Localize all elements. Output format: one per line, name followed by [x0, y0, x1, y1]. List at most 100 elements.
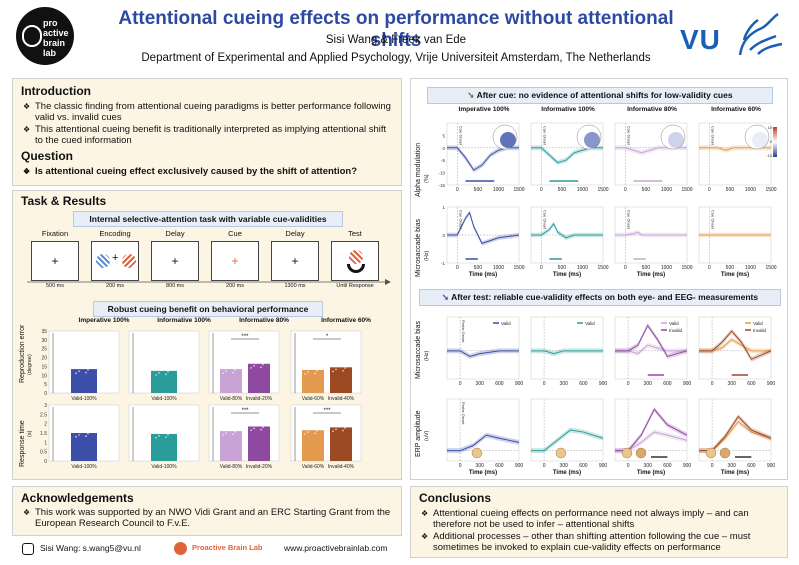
x-axis-label: Time (ms): [721, 470, 749, 476]
y-tick-label: 2: [44, 422, 47, 428]
participant-dot: [250, 367, 252, 369]
footer: Sisi Wang: s.wang5@vu.nl Proactive Brain…: [22, 542, 402, 558]
participant-dot: [232, 371, 234, 374]
x-tick-label: 300: [476, 381, 485, 387]
x-tick-label: 900: [683, 381, 692, 387]
participant-dot: [309, 428, 311, 431]
task-screen-test: [331, 241, 379, 281]
y-tick-label: 0: [442, 146, 445, 151]
participant-dot: [78, 370, 80, 372]
participant-dot: [234, 430, 236, 433]
participant-dot: [232, 433, 234, 436]
x-tick-label: 600: [747, 381, 756, 387]
bar: [220, 431, 242, 461]
x-tick-label: 500: [642, 265, 651, 271]
sig-label: ***: [241, 408, 249, 414]
participant-dot: [314, 432, 316, 435]
task-step-label: Delay: [285, 229, 305, 238]
x-tick-label: Valid-60%: [302, 464, 325, 470]
x-axis-label: Time (ms): [553, 272, 581, 278]
participant-dot: [253, 365, 255, 367]
onset-label: Cue Onset: [626, 126, 631, 146]
onset-label: Probe Onset: [461, 402, 466, 425]
series-ci: [531, 348, 603, 357]
participant-dot: [237, 429, 239, 431]
x-tick-label: Valid-80%: [220, 464, 243, 470]
x-tick-label: Invalid-40%: [328, 464, 355, 470]
x-tick-label: 900: [515, 381, 524, 387]
participant-dot: [160, 432, 162, 435]
condition-label: Imperative 100%: [458, 106, 510, 113]
conclusions-heading: Conclusions: [419, 491, 492, 505]
lab-website-link[interactable]: www.proactivebrainlab.com: [284, 543, 388, 553]
x-tick-label: Valid-80%: [220, 396, 243, 402]
onset-label: Cue Onset: [542, 126, 547, 146]
task-duration: 200 ms: [105, 283, 125, 289]
y-tick-label: 15: [41, 364, 47, 370]
legend-label: Invalid: [669, 328, 683, 333]
task-screen-delay: +: [151, 241, 199, 281]
participant-dot: [230, 365, 232, 368]
participant-dot: [87, 368, 89, 371]
contact-email[interactable]: Sisi Wang: s.wang5@vu.nl: [40, 543, 141, 553]
participant-dot: [305, 425, 307, 428]
participant-dot: [225, 370, 227, 372]
x-tick-label: 0: [540, 265, 543, 271]
x-tick-label: 300: [644, 381, 653, 387]
intro-list: The classic finding from attentional cue…: [23, 101, 393, 147]
response-dial-icon: [347, 264, 365, 273]
x-axis-label: Time (ms): [637, 272, 665, 278]
onset-label: Cue Onset: [710, 210, 715, 230]
participant-dot: [258, 423, 260, 425]
participant-dot: [312, 366, 314, 369]
participant-dot: [167, 433, 169, 436]
condition-label: Informative 100%: [541, 106, 595, 113]
participant-dot: [170, 368, 172, 371]
x-axis-label: Time (ms): [553, 470, 581, 476]
x-tick-label: 0: [459, 463, 462, 469]
onset-label: Cue Onset: [458, 210, 463, 230]
conclusions-list: Attentional cueing effects on performanc…: [421, 508, 781, 554]
x-tick-label: 500: [558, 265, 567, 271]
line-panel-frame: [530, 316, 604, 380]
x-tick-label: 1000: [661, 187, 672, 193]
x-tick-label: 900: [515, 463, 524, 469]
condition-label: Imperative 100%: [78, 317, 130, 324]
x-tick-label: 0: [624, 187, 627, 193]
after-test-svg: 0 300 600 900 Probe Onset Valid 0 300 600 900 Vali…: [446, 316, 775, 476]
x-tick-label: Valid-60%: [302, 396, 325, 402]
series-ci: [615, 322, 687, 359]
x-tick-label: 1500: [513, 265, 524, 271]
condition-label: Informative 80%: [627, 106, 677, 113]
participant-dot: [262, 426, 264, 428]
line-panel-frame: [446, 316, 520, 380]
participant-dot: [223, 426, 225, 429]
task-screen-encoding: +: [91, 241, 139, 281]
topography-blob: [584, 132, 600, 148]
participant-dot: [337, 425, 339, 428]
results-panel: ➘ After cue: no evidence of attentional …: [410, 78, 788, 480]
x-tick-label: 900: [599, 381, 608, 387]
participant-dot: [251, 358, 253, 361]
x-tick-label: Invalid-20%: [246, 464, 273, 470]
y-tick-label: 2.5: [40, 412, 47, 418]
participant-dot: [75, 372, 77, 375]
y-tick-label: 20: [41, 356, 47, 362]
participant-dot: [332, 370, 334, 373]
participant-dot: [335, 368, 337, 371]
y-tick-label: 30: [41, 338, 47, 344]
x-tick-label: 600: [495, 463, 504, 469]
x-tick-label: 600: [579, 463, 588, 469]
bar: [220, 369, 242, 393]
mail-icon: [22, 543, 34, 555]
grating-probe-icon: [349, 250, 363, 264]
error-ylabel: Reproduction error: [19, 325, 26, 383]
participant-dot: [347, 365, 349, 367]
x-tick-label: 500: [474, 187, 483, 193]
y-tick-label: 1: [442, 205, 445, 210]
task-screen-cue: +: [211, 241, 259, 281]
task-results-heading: Task & Results: [21, 194, 107, 208]
x-tick-label: 600: [495, 381, 504, 387]
bar: [71, 433, 97, 461]
